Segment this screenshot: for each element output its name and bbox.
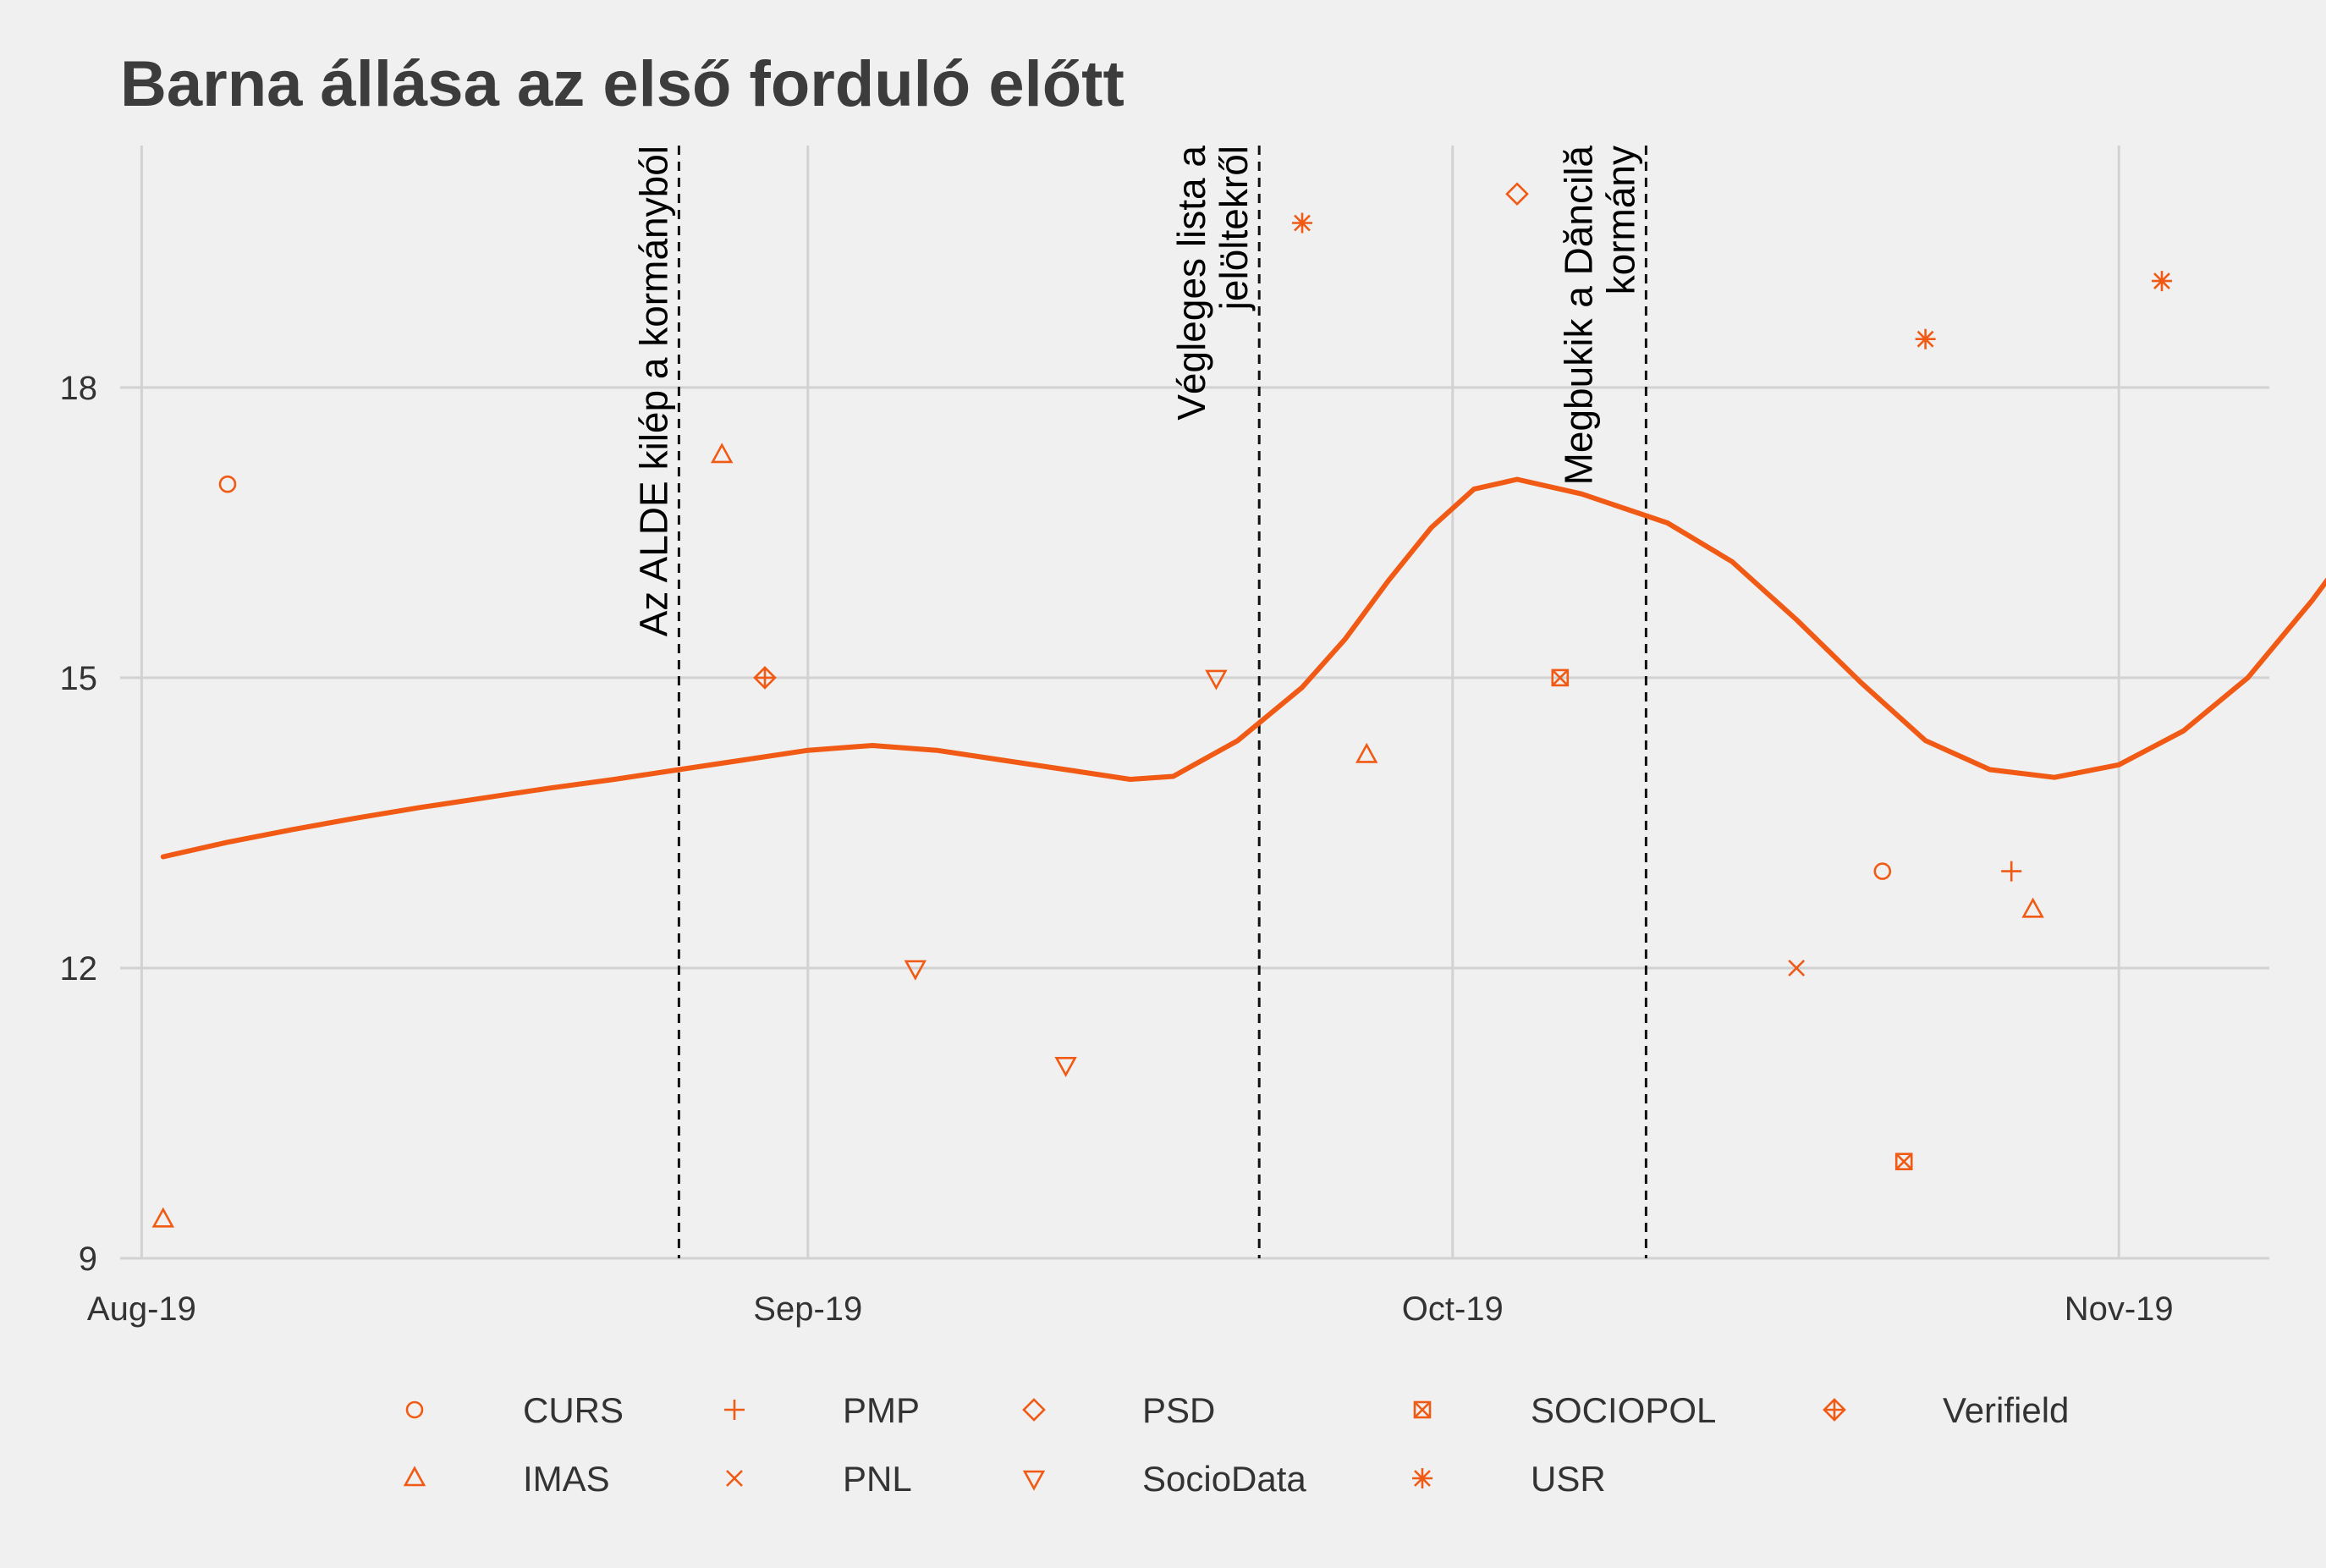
- legend-label: PMP: [843, 1390, 920, 1430]
- data-point-verifield: [753, 666, 777, 690]
- annotation-lines: [677, 146, 1647, 1258]
- data-point-usr: [1292, 212, 1312, 234]
- annotation-labels: Az ALDE kilép a kormányból Végleges lista…: [631, 146, 1642, 637]
- legend-marker: [726, 1470, 743, 1487]
- data-point-imas: [711, 443, 734, 464]
- legend-item: SocioData: [1022, 1459, 1306, 1499]
- legend-item: PMP: [724, 1390, 920, 1430]
- legend-item: Verifield: [1823, 1390, 2069, 1430]
- legend-item: SOCIOPOL: [1413, 1390, 1716, 1430]
- data-point-imas: [1355, 742, 1378, 763]
- legend: CURS IMAS PMP PNL PSD SocioData SOCIOPOL USR Ver…: [403, 1390, 2069, 1499]
- legend-label: PNL: [843, 1459, 912, 1499]
- annotation-label: Az ALDE kilép a kormányból: [631, 146, 675, 636]
- legend-label: IMAS: [523, 1459, 610, 1499]
- legend-label: USR: [1531, 1459, 1606, 1499]
- data-point-psd: [1505, 182, 1529, 206]
- legend-label: SocioData: [1142, 1459, 1306, 1499]
- y-tick-label: 12: [60, 950, 98, 988]
- data-point-sociodata: [1205, 669, 1228, 690]
- data-point-curs: [1873, 862, 1892, 880]
- legend-item: CURS: [405, 1390, 624, 1430]
- x-tick-label: Sep-19: [753, 1290, 862, 1328]
- x-tick-label: Aug-19: [87, 1290, 196, 1328]
- grid: [120, 146, 2269, 1260]
- data-point-pnl: [1788, 960, 1806, 977]
- data-point-sociopol: [1894, 1153, 1913, 1170]
- y-tick-label: 9: [79, 1241, 97, 1278]
- data-points: [151, 182, 2172, 1228]
- data-point-usr: [1915, 328, 1936, 349]
- legend-label: PSD: [1142, 1390, 1215, 1430]
- data-point-pmp: [2001, 861, 2022, 882]
- data-point-usr: [2152, 271, 2172, 292]
- y-tick-label: 18: [60, 370, 98, 407]
- axis-labels: 9 12 15 18 Aug-19 Sep-19 Oct-19 Nov-19: [60, 370, 2174, 1328]
- legend-marker: [403, 1466, 426, 1487]
- legend-item: USR: [1412, 1459, 1606, 1499]
- annotation-label: Végleges lista ajelöltekről: [1169, 146, 1256, 421]
- legend-item: PNL: [726, 1459, 912, 1499]
- chart-title: Barna állása az első forduló előtt: [120, 48, 1125, 120]
- data-point-imas: [2021, 897, 2044, 918]
- y-tick-label: 15: [60, 660, 98, 697]
- legend-marker: [1823, 1398, 1846, 1422]
- legend-item: PSD: [1022, 1390, 1215, 1430]
- data-point-imas: [151, 1207, 174, 1228]
- legend-label: Verifield: [1943, 1390, 2069, 1430]
- data-point-sociodata: [1054, 1057, 1077, 1077]
- legend-marker: [724, 1400, 745, 1420]
- trend-line: [160, 476, 2326, 860]
- data-point-curs: [218, 475, 237, 493]
- data-point-sociodata: [904, 960, 927, 981]
- legend-label: CURS: [523, 1390, 624, 1430]
- legend-item: IMAS: [403, 1459, 610, 1499]
- legend-marker: [1022, 1470, 1046, 1491]
- legend-marker: [1022, 1398, 1046, 1422]
- data-point-sociopol: [1551, 668, 1570, 687]
- trend-line-group: [160, 476, 2326, 860]
- legend-marker: [1412, 1468, 1432, 1488]
- legend-marker: [1413, 1400, 1432, 1419]
- legend-marker: [405, 1400, 424, 1419]
- legend-label: SOCIOPOL: [1531, 1390, 1716, 1430]
- annotation-label: Megbukik a Dăncilăkormány: [1556, 146, 1642, 486]
- x-tick-label: Nov-19: [2065, 1290, 2174, 1328]
- x-tick-label: Oct-19: [1402, 1290, 1504, 1328]
